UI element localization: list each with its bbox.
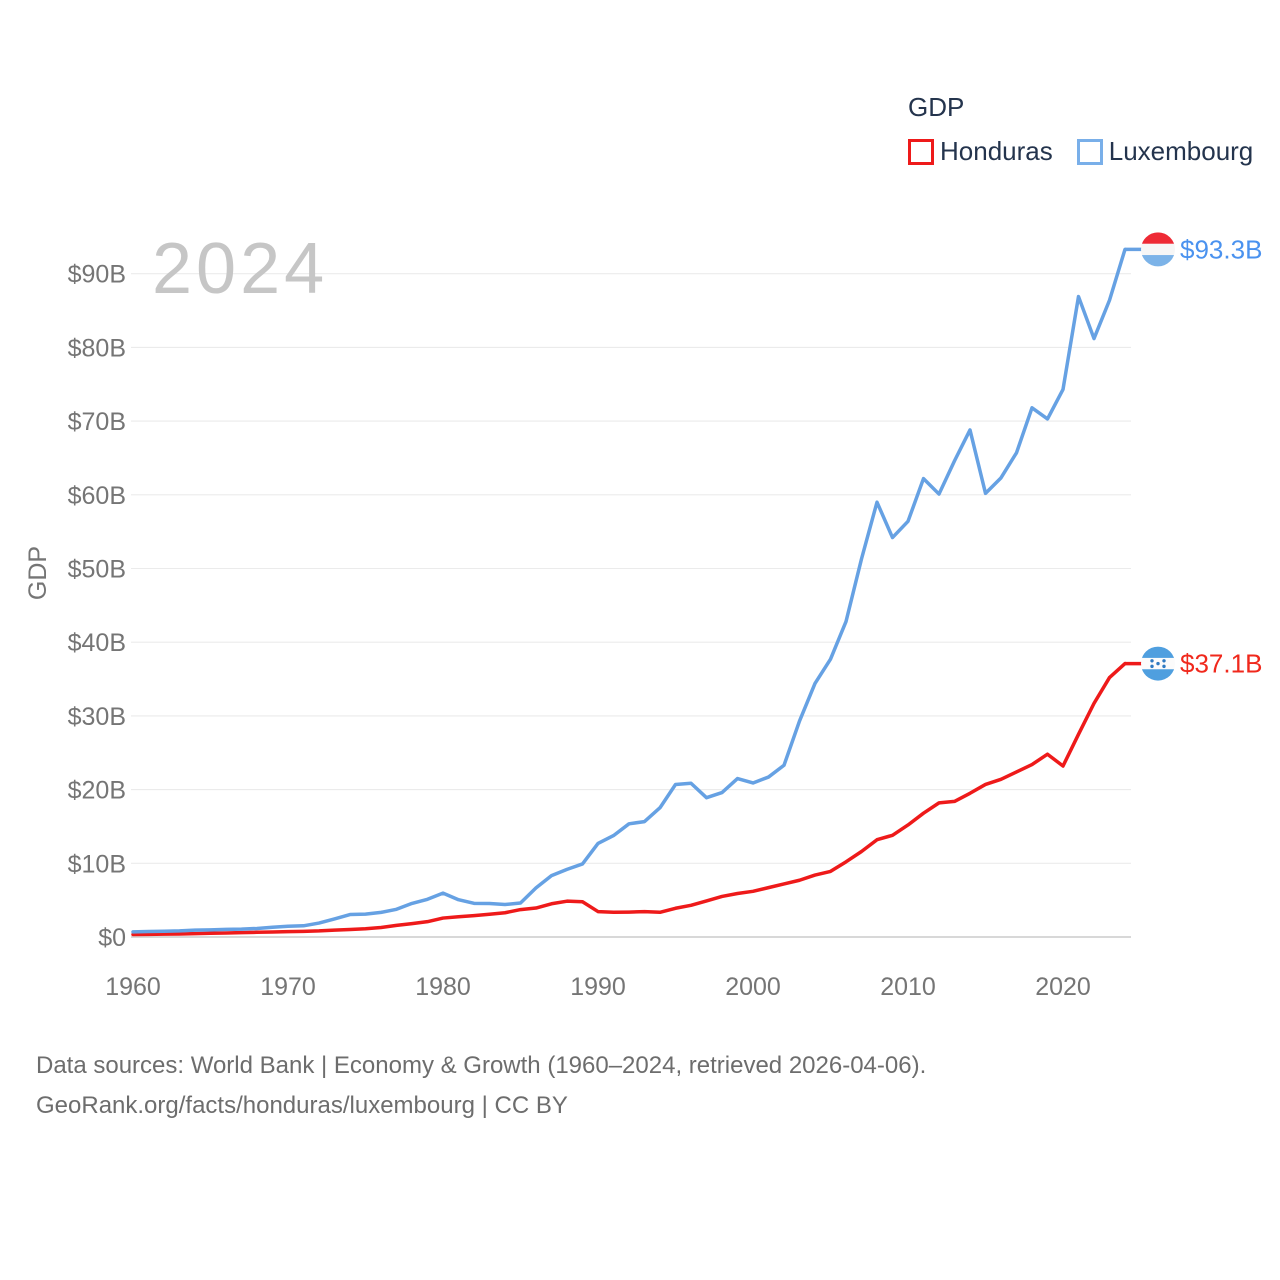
y-tick-label: $10B — [68, 850, 126, 878]
legend-label-luxembourg: Luxembourg — [1108, 136, 1254, 167]
legend-item-honduras[interactable]: Honduras — [908, 136, 1053, 167]
x-tick-label: 2020 — [1035, 973, 1091, 1001]
y-axis-title: GDP — [24, 546, 52, 600]
legend-label-honduras: Honduras — [940, 136, 1053, 167]
legend-title: GDP — [908, 92, 965, 122]
source-attribution: Data sources: World Bank | Economy & Gro… — [36, 1046, 926, 1126]
legend-item-luxembourg[interactable]: Luxembourg — [1076, 136, 1254, 167]
series-line-luxembourg[interactable] — [131, 247, 1127, 934]
year-watermark: 2024 — [152, 229, 329, 309]
gridlines — [131, 273, 1131, 938]
x-tick-label: 2000 — [725, 973, 781, 1001]
honduras-swatch-icon — [908, 138, 934, 165]
x-tick-label: 1990 — [570, 973, 626, 1001]
x-tick-label: 1980 — [415, 973, 471, 1001]
x-tick-label: 1970 — [260, 973, 316, 1001]
legend-items: Honduras Luxembourg — [908, 136, 1253, 167]
series-line-honduras[interactable] — [131, 661, 1127, 937]
y-tick-label: $60B — [68, 482, 126, 510]
source-line-1: Data sources: World Bank | Economy & Gro… — [36, 1052, 927, 1079]
y-tick-label: $0 — [98, 924, 126, 952]
source-line-2: GeoRank.org/facts/honduras/luxembourg | … — [36, 1092, 568, 1119]
y-tick-label: $40B — [68, 629, 126, 657]
y-tick-label: $50B — [68, 556, 126, 584]
end-value-label-honduras: $37.1B — [1180, 649, 1262, 679]
y-tick-label: $80B — [68, 334, 126, 362]
y-tick-label: $20B — [68, 777, 126, 805]
chart-legend: GDP Honduras Luxembourg — [908, 92, 1253, 167]
y-tick-label: $30B — [68, 703, 126, 731]
luxembourg-swatch-icon — [1076, 138, 1103, 165]
x-tick-label: 2010 — [880, 973, 936, 1001]
x-tick-label: 1960 — [105, 973, 161, 1001]
y-tick-label: $70B — [68, 408, 126, 436]
luxembourg-flag-icon — [1141, 232, 1175, 267]
y-tick-label: $90B — [68, 261, 126, 289]
honduras-flag-icon — [1141, 646, 1175, 681]
end-value-label-luxembourg: $93.3B — [1180, 234, 1262, 264]
